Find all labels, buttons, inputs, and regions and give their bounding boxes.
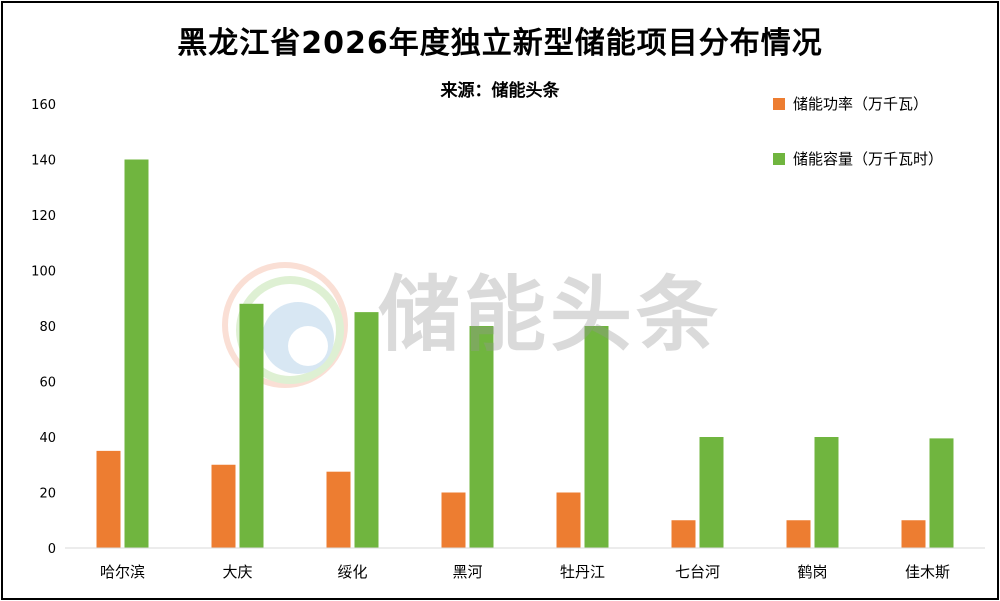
x-category-label: 大庆	[222, 563, 252, 581]
legend-item-power: 储能功率（万千瓦）	[773, 93, 928, 114]
bar-capacity	[239, 303, 264, 548]
bar-power	[96, 450, 121, 548]
x-category-label: 哈尔滨	[100, 563, 145, 581]
y-tick-label: 140	[31, 154, 56, 169]
x-category-label: 佳木斯	[905, 563, 950, 581]
y-tick-label: 160	[31, 98, 56, 113]
legend-swatch-power	[773, 97, 785, 110]
bar-capacity	[929, 438, 954, 548]
bar-capacity	[354, 312, 379, 548]
bar-power	[786, 520, 811, 548]
y-tick-label: 60	[39, 376, 56, 391]
bar-power	[901, 520, 926, 548]
y-tick-label: 80	[39, 320, 56, 335]
bar-capacity	[124, 159, 149, 548]
y-axis: 0 20 40 60 80 100 120 140 160	[31, 98, 56, 557]
legend-label-power: 储能功率（万千瓦）	[793, 95, 929, 113]
legend-label-capacity: 储能容量（万千瓦时）	[793, 150, 944, 168]
bar-capacity	[814, 437, 839, 548]
x-category-label: 七台河	[675, 563, 720, 581]
chart-title: 黑龙江省2026年度独立新型储能项目分布情况	[177, 26, 823, 61]
bar-power	[556, 492, 581, 548]
bar-capacity	[699, 437, 724, 548]
bar-power	[211, 464, 236, 548]
watermark-logo	[222, 262, 348, 388]
chart-subtitle: 来源：储能头条	[440, 81, 560, 101]
y-tick-label: 120	[31, 209, 56, 224]
bar-capacity	[469, 326, 494, 548]
y-tick-label: 100	[31, 265, 56, 280]
x-axis: 哈尔滨 大庆 绥化 黑河 牡丹江 七台河 鹤岗 佳木斯	[65, 547, 985, 581]
y-tick-label: 20	[39, 487, 56, 502]
bar-power	[671, 520, 696, 548]
legend-swatch-capacity	[773, 152, 785, 165]
y-tick-label: 0	[48, 542, 56, 557]
y-tick-label: 40	[39, 431, 56, 446]
bars-group	[96, 159, 954, 548]
bar-capacity	[584, 326, 609, 548]
x-category-label: 绥化	[337, 563, 367, 581]
legend-item-capacity: 储能容量（万千瓦时）	[773, 148, 943, 169]
bar-power	[441, 492, 466, 548]
x-category-label: 鹤岗	[797, 563, 827, 581]
bar-power	[326, 471, 351, 548]
x-category-label: 黑河	[452, 563, 482, 581]
x-category-label: 牡丹江	[560, 563, 605, 581]
